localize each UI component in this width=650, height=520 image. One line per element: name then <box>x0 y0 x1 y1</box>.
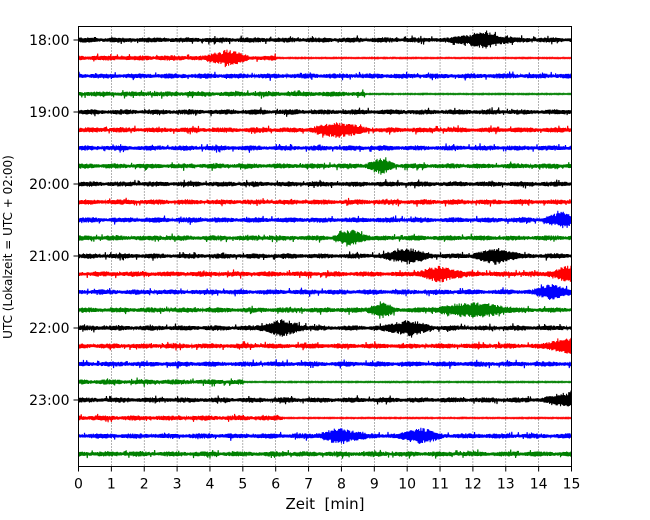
y-tick-label: 19:00 <box>29 105 69 121</box>
x-tick-label: 15 <box>563 477 581 493</box>
seismic-trace <box>77 30 573 49</box>
seismic-trace <box>77 143 573 153</box>
x-tick-label: 12 <box>464 477 482 493</box>
seismic-trace <box>77 197 573 207</box>
x-tick-label: 14 <box>530 477 548 493</box>
y-tick-label: 22:00 <box>29 321 69 337</box>
x-tick-label: 5 <box>238 477 247 493</box>
y-axis-label: UTC (Lokalzeit = UTC + 02:00) <box>1 155 15 339</box>
x-axis-ticks: 0 1 2 3 4 5 6 7 8 9 10 11 12 13 14 15 <box>74 466 581 493</box>
seismic-trace <box>77 413 572 423</box>
y-tick-label: 18:00 <box>29 33 69 49</box>
seismic-trace <box>77 359 573 369</box>
seismic-trace <box>77 71 573 81</box>
x-tick-label: 2 <box>140 477 149 493</box>
seismic-trace <box>77 377 572 387</box>
seismic-trace <box>77 301 573 319</box>
x-tick-label: 9 <box>370 477 379 493</box>
seismic-trace <box>77 284 573 300</box>
seismic-trace <box>77 427 573 444</box>
seismic-trace <box>77 157 573 175</box>
seismic-trace <box>77 179 573 189</box>
vertical-grid <box>111 26 539 467</box>
y-axis-ticks: 18:00 19:00 20:00 21:00 22:00 23:00 <box>29 33 79 409</box>
x-tick-label: 0 <box>74 477 83 493</box>
x-tick-label: 13 <box>497 477 515 493</box>
seismic-trace <box>77 247 573 265</box>
seismic-trace <box>77 337 573 354</box>
y-tick-label: 20:00 <box>29 177 69 193</box>
x-tick-label: 6 <box>271 477 280 493</box>
trace-group <box>77 30 573 459</box>
x-tick-label: 4 <box>206 477 215 493</box>
seismic-trace <box>77 210 573 229</box>
seismic-trace <box>77 89 572 99</box>
seismic-trace <box>77 122 573 138</box>
x-tick-label: 10 <box>398 477 416 493</box>
x-tick-label: 8 <box>337 477 346 493</box>
x-tick-label: 11 <box>431 477 449 493</box>
y-tick-label: 23:00 <box>29 393 69 409</box>
y-tick-label: 21:00 <box>29 249 69 265</box>
seismic-trace <box>77 265 573 283</box>
plot-frame <box>78 26 572 467</box>
x-tick-label: 7 <box>304 477 313 493</box>
seismic-trace <box>77 229 573 247</box>
x-tick-label: 1 <box>107 477 116 493</box>
seismic-trace <box>77 449 573 459</box>
seismic-trace <box>77 390 573 407</box>
x-axis-label: Zeit [min] <box>285 495 364 513</box>
seismic-trace <box>77 49 572 68</box>
seismic-trace <box>77 319 573 338</box>
seismic-trace <box>77 107 573 117</box>
x-tick-label: 3 <box>173 477 182 493</box>
